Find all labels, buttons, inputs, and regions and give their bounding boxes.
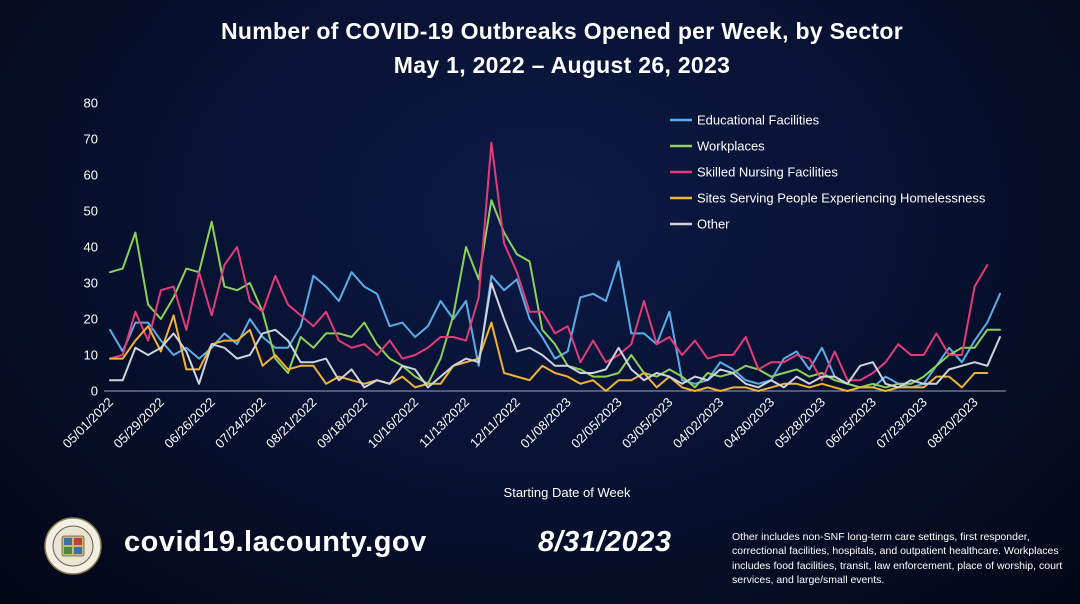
x-tick-label: 08/21/2022 [263,395,320,452]
footnote: Other includes non-SNF long-term care se… [732,531,1063,586]
x-tick-label: 07/24/2022 [212,395,269,452]
legend-label: Sites Serving People Experiencing Homele… [697,191,986,206]
x-axis: 05/01/202205/29/202206/26/202207/24/2022… [59,395,980,452]
title-line-2: May 1, 2022 – August 26, 2023 [393,52,731,78]
x-tick-label: 04/02/2023 [670,395,727,452]
x-tick-label: 04/30/2023 [721,395,778,452]
report-date: 8/31/2023 [538,526,672,558]
legend-label: Educational Facilities [697,113,820,128]
legend-item: Educational Facilities [670,113,820,128]
website-url: covid19.lacounty.gov [124,526,427,558]
x-tick-label: 11/13/2022 [416,395,472,451]
legend: Educational Facilities Workplaces Skilled … [670,113,986,232]
y-tick-label: 0 [91,384,98,399]
legend-item: Other [670,217,730,232]
y-tick-label: 20 [84,312,98,327]
x-tick-label: 02/05/2023 [568,395,625,452]
legend-label: Skilled Nursing Facilities [697,165,838,180]
y-tick-label: 80 [84,96,98,111]
county-seal-logo [44,517,102,575]
x-tick-label: 03/05/2023 [619,395,676,452]
y-tick-label: 30 [84,276,98,291]
legend-item: Workplaces [670,139,765,154]
y-tick-label: 40 [84,240,98,255]
x-axis-title: Starting Date of Week [504,485,631,500]
y-tick-label: 70 [84,132,98,147]
x-tick-label: 06/26/2022 [161,395,218,452]
series-line-skilled-nursing-facilities [109,141,989,382]
x-tick-label: 05/28/2023 [771,395,828,452]
y-tick-label: 10 [84,348,98,363]
series-line-other [109,282,1001,389]
x-tick-label: 07/23/2023 [873,395,930,452]
y-axis: 0 10 20 30 40 50 60 70 80 [84,96,98,399]
legend-item: Sites Serving People Experiencing Homele… [670,191,986,206]
x-tick-label: 09/18/2022 [314,395,371,452]
series-lines [109,141,1001,392]
y-tick-label: 60 [84,168,98,183]
y-tick-label: 50 [84,204,98,219]
series-line-sites-serving-people-experiencing-homelessness [109,314,989,392]
legend-label: Other [697,217,730,232]
x-tick-label: 12/11/2022 [467,395,523,451]
series-line-educational-facilities [109,260,1001,389]
x-tick-label: 01/08/2023 [517,395,574,452]
x-tick-label: 10/16/2022 [365,395,422,452]
title-line-1: Number of COVID-19 Outbreaks Opened per … [221,18,903,44]
x-tick-label: 05/29/2022 [110,395,167,452]
x-tick-label: 08/20/2023 [924,395,981,452]
legend-label: Workplaces [697,139,765,154]
chart-title: Number of COVID-19 Outbreaks Opened per … [0,14,1080,82]
x-tick-label: 05/01/2022 [59,395,116,452]
x-tick-label: 06/25/2023 [822,395,879,452]
series-line-workplaces [109,199,1001,389]
legend-item: Skilled Nursing Facilities [670,165,838,180]
